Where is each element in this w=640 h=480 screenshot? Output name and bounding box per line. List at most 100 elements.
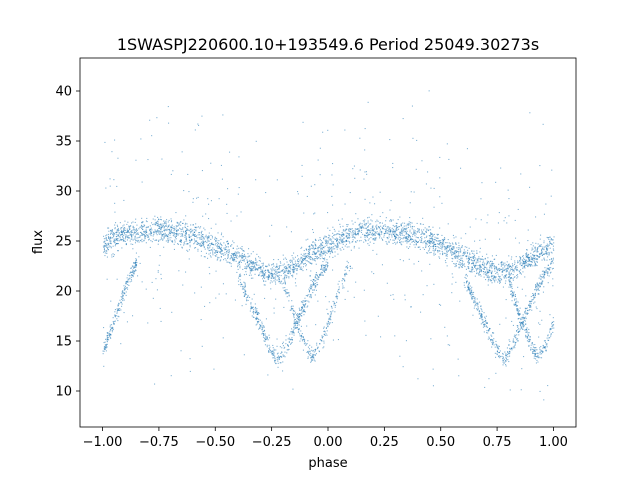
data-point [322,268,324,270]
data-point [184,240,186,242]
data-point [450,252,452,254]
data-point [215,242,217,244]
data-point [489,267,491,269]
data-point [330,305,332,307]
data-point [503,362,505,364]
data-point [329,256,331,258]
data-point [513,271,515,273]
data-point [131,238,133,240]
data-point [337,241,339,243]
data-point [137,232,139,234]
data-point [480,314,482,316]
data-point [175,230,177,232]
data-point [197,241,199,243]
data-point [122,236,124,238]
data-point [265,265,267,267]
data-point [107,334,109,336]
data-point [471,298,473,300]
data-point [432,245,434,247]
data-point [314,252,316,254]
data-point [322,264,324,266]
data-point [281,351,283,353]
data-point [479,301,481,303]
data-point [495,273,497,275]
data-point [218,246,220,248]
data-point [441,248,443,250]
data-point [139,226,141,228]
data-point [338,286,340,288]
data-point [288,270,290,272]
data-point [133,267,135,269]
data-point [433,242,435,244]
data-point [119,222,121,224]
data-point [490,272,492,274]
data-point [188,249,190,251]
data-point [103,248,105,250]
data-point [513,304,515,306]
data-point [129,234,131,236]
data-point [506,359,508,361]
data-point [112,329,114,331]
data-point [281,280,283,282]
data-point [521,321,523,323]
data-point [380,231,382,233]
data-point [484,262,486,264]
data-point [132,226,134,228]
data-point [116,308,118,310]
data-point [426,242,428,244]
data-point [236,255,238,257]
data-point [216,245,218,247]
data-point [312,245,314,247]
data-point [300,256,302,258]
data-point [125,243,127,245]
data-point [399,238,401,240]
data-point [335,296,337,298]
data-point [537,282,539,284]
data-point [408,234,410,236]
data-point [202,236,204,238]
data-point [347,224,349,226]
data-point [360,231,362,233]
data-point [307,356,309,358]
data-point [402,227,404,229]
data-point [552,262,554,264]
data-point [432,226,434,228]
data-point [314,253,316,255]
data-point [337,243,339,245]
data-point [524,264,526,266]
data-point [530,301,532,303]
data-point [268,351,270,353]
data-point [124,240,126,242]
data-point [395,231,397,233]
data-point [117,238,119,240]
data-point [150,231,152,233]
data-point [302,336,304,338]
data-point [471,266,473,268]
data-point [484,271,486,273]
data-point [374,203,376,205]
data-point [326,324,328,326]
data-point [251,263,253,265]
data-point [105,245,107,247]
data-point [128,231,130,233]
data-point [525,331,527,333]
data-point [548,244,550,246]
data-point [292,270,294,272]
data-point [548,268,550,270]
data-point [536,290,538,292]
data-point [528,264,530,266]
data-point [265,276,267,278]
data-point [125,283,127,285]
data-point [306,195,308,197]
data-point [105,338,107,340]
data-point [448,245,450,247]
data-point [104,241,106,243]
data-point [459,249,461,251]
data-point [373,234,375,236]
data-point [378,227,380,229]
data-point [122,294,124,296]
data-point [251,315,253,317]
data-point [254,267,256,269]
data-point [123,239,125,241]
data-point [334,234,336,236]
